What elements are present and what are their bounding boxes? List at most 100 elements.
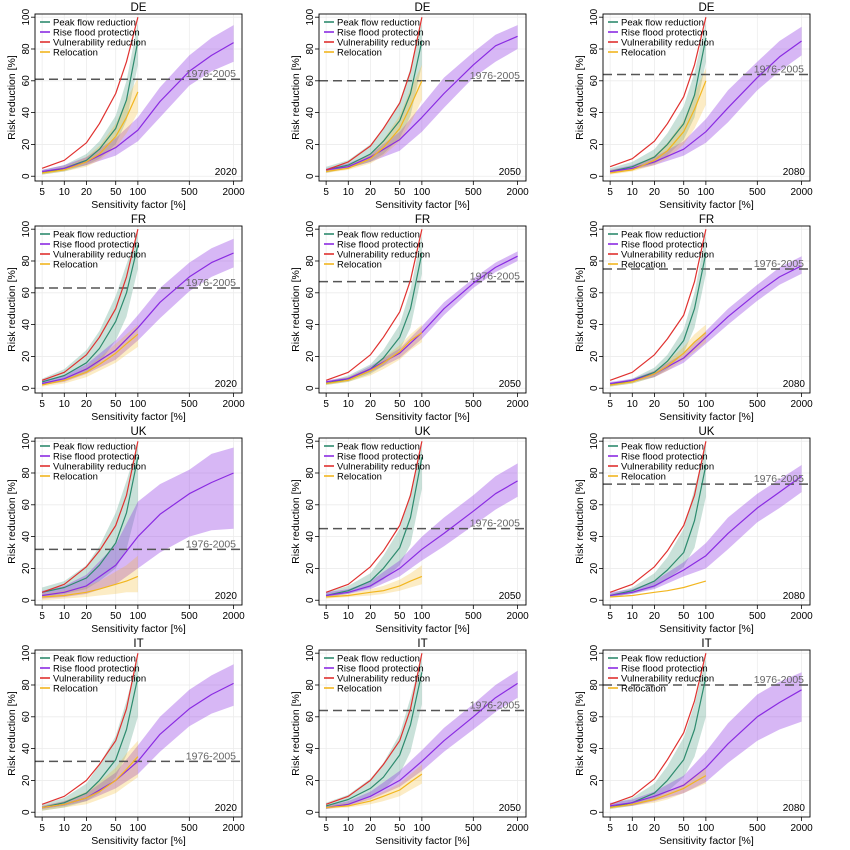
- y-tick-label: 100: [305, 644, 316, 661]
- x-tick-label: 50: [394, 187, 406, 198]
- rise-band: [42, 25, 234, 173]
- vuln-line: [609, 653, 707, 805]
- y-tick-label: 20: [589, 562, 600, 574]
- reloc-line: [42, 575, 139, 598]
- x-tick-label: 5: [39, 187, 45, 198]
- y-axis-label: Risk reduction [%]: [290, 55, 302, 140]
- legend-label-vuln: Vulnerability reduction: [337, 250, 430, 261]
- x-tick-label: 10: [59, 611, 71, 622]
- rise-line: [41, 252, 234, 385]
- plot-area: [35, 438, 242, 605]
- legend-label-peak: Peak flow reduction: [621, 230, 704, 241]
- peak-band: [42, 232, 138, 385]
- y-axis-label: Risk reduction [%]: [6, 479, 18, 564]
- x-tick-label: 20: [649, 399, 661, 410]
- legend-label-rise: Rise flood protection: [621, 664, 708, 675]
- peak-band: [610, 22, 706, 173]
- vuln-line: [41, 229, 139, 381]
- y-tick-label: 0: [589, 809, 600, 815]
- y-tick-label: 60: [21, 711, 32, 723]
- x-tick-label: 100: [698, 187, 715, 198]
- legend-label-rise: Rise flood protection: [621, 452, 708, 463]
- x-tick-label: 2000: [790, 399, 813, 410]
- panel-title: FR: [699, 214, 714, 226]
- reloc-line: [610, 332, 707, 386]
- plot-frame: [34, 649, 243, 818]
- legend-label-reloc: Relocation: [337, 260, 382, 271]
- y-tick-label: 40: [21, 743, 32, 755]
- panel-year: 2080: [783, 591, 806, 602]
- x-tick-label: 5: [607, 187, 613, 198]
- x-tick-label: 2000: [222, 611, 245, 622]
- x-tick-label: 100: [130, 187, 147, 198]
- reloc-line: [610, 775, 707, 809]
- y-tick-label: 0: [21, 173, 32, 179]
- x-tick-label: 5: [323, 399, 329, 410]
- x-tick-label: 50: [110, 823, 122, 834]
- reference-label: 1976-2005: [186, 68, 236, 80]
- y-tick-label: 20: [21, 774, 32, 786]
- panel-title: IT: [417, 638, 427, 650]
- y-tick-label: 40: [21, 319, 32, 331]
- rise-line: [326, 35, 518, 171]
- y-tick-label: 80: [305, 43, 316, 55]
- legend-label-reloc: Relocation: [53, 260, 98, 271]
- reloc-band: [42, 324, 138, 387]
- x-tick-label: 10: [627, 611, 639, 622]
- plot-area: [603, 14, 810, 181]
- plot-frame: [34, 13, 243, 182]
- x-axis-label: Sensitivity factor [%]: [91, 623, 186, 635]
- reloc-band: [326, 64, 422, 173]
- x-tick-label: 500: [749, 399, 766, 410]
- plot-area: [319, 14, 526, 181]
- x-tick-label: 500: [181, 823, 198, 834]
- vuln-line: [325, 653, 423, 805]
- panel-year: 2080: [783, 167, 806, 178]
- x-tick-label: 100: [130, 823, 147, 834]
- y-tick-label: 0: [305, 385, 316, 391]
- y-tick-label: 40: [305, 107, 316, 119]
- reloc-line: [41, 333, 139, 386]
- panel-title: IT: [133, 638, 143, 650]
- x-tick-label: 10: [627, 187, 639, 198]
- y-tick-label: 40: [21, 531, 32, 543]
- y-tick-label: 0: [589, 385, 600, 391]
- x-tick-label: 20: [649, 823, 661, 834]
- legend-label-peak: Peak flow reduction: [53, 18, 136, 29]
- x-tick-label: 20: [81, 399, 93, 410]
- x-tick-label: 5: [607, 611, 613, 622]
- legend-label-peak: Peak flow reduction: [337, 442, 420, 453]
- x-tick-label: 20: [365, 611, 377, 622]
- plot-area: [319, 650, 526, 817]
- x-tick-label: 100: [414, 611, 431, 622]
- x-axis-label: Sensitivity factor [%]: [659, 835, 754, 847]
- y-tick-label: 60: [305, 287, 316, 299]
- x-tick-label: 10: [627, 823, 639, 834]
- y-tick-label: 0: [589, 173, 600, 179]
- x-tick-label: 2000: [222, 823, 245, 834]
- y-tick-label: 80: [21, 43, 32, 55]
- panel-title: IT: [701, 638, 711, 650]
- x-tick-label: 2000: [222, 399, 245, 410]
- x-tick-label: 50: [110, 187, 122, 198]
- panel-year: 2050: [499, 591, 522, 602]
- legend-label-vuln: Vulnerability reduction: [621, 38, 714, 49]
- reloc-line: [326, 773, 423, 809]
- legend-label-vuln: Vulnerability reduction: [337, 462, 430, 473]
- reference-label: 1976-2005: [186, 538, 236, 550]
- plot-frame: [318, 649, 527, 818]
- plot-area: [319, 226, 526, 393]
- y-tick-label: 80: [589, 679, 600, 691]
- plot-frame: [318, 13, 527, 182]
- y-tick-label: 100: [305, 8, 316, 25]
- y-tick-label: 80: [21, 255, 32, 267]
- rise-band: [610, 672, 802, 808]
- legend-label-vuln: Vulnerability reduction: [337, 674, 430, 685]
- panel-year: 2080: [783, 379, 806, 390]
